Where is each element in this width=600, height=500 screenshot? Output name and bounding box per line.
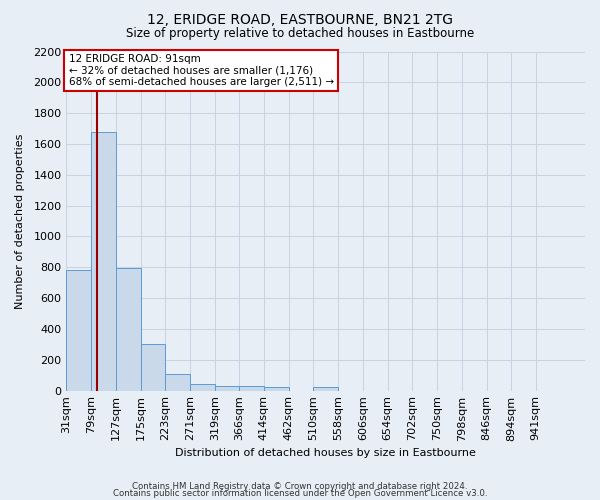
Text: 12 ERIDGE ROAD: 91sqm
← 32% of detached houses are smaller (1,176)
68% of semi-d: 12 ERIDGE ROAD: 91sqm ← 32% of detached … bbox=[68, 54, 334, 87]
Bar bbox=[116, 268, 140, 390]
Bar bbox=[140, 344, 166, 391]
Bar bbox=[190, 384, 215, 390]
Bar bbox=[239, 386, 264, 390]
Text: Size of property relative to detached houses in Eastbourne: Size of property relative to detached ho… bbox=[126, 28, 474, 40]
X-axis label: Distribution of detached houses by size in Eastbourne: Distribution of detached houses by size … bbox=[175, 448, 476, 458]
Text: Contains public sector information licensed under the Open Government Licence v3: Contains public sector information licen… bbox=[113, 489, 487, 498]
Bar bbox=[215, 386, 239, 390]
Bar bbox=[67, 270, 91, 390]
Text: Contains HM Land Registry data © Crown copyright and database right 2024.: Contains HM Land Registry data © Crown c… bbox=[132, 482, 468, 491]
Bar bbox=[91, 132, 116, 390]
Bar bbox=[313, 388, 338, 390]
Text: 12, ERIDGE ROAD, EASTBOURNE, BN21 2TG: 12, ERIDGE ROAD, EASTBOURNE, BN21 2TG bbox=[147, 12, 453, 26]
Bar bbox=[264, 388, 289, 390]
Bar bbox=[166, 374, 190, 390]
Y-axis label: Number of detached properties: Number of detached properties bbox=[15, 134, 25, 308]
